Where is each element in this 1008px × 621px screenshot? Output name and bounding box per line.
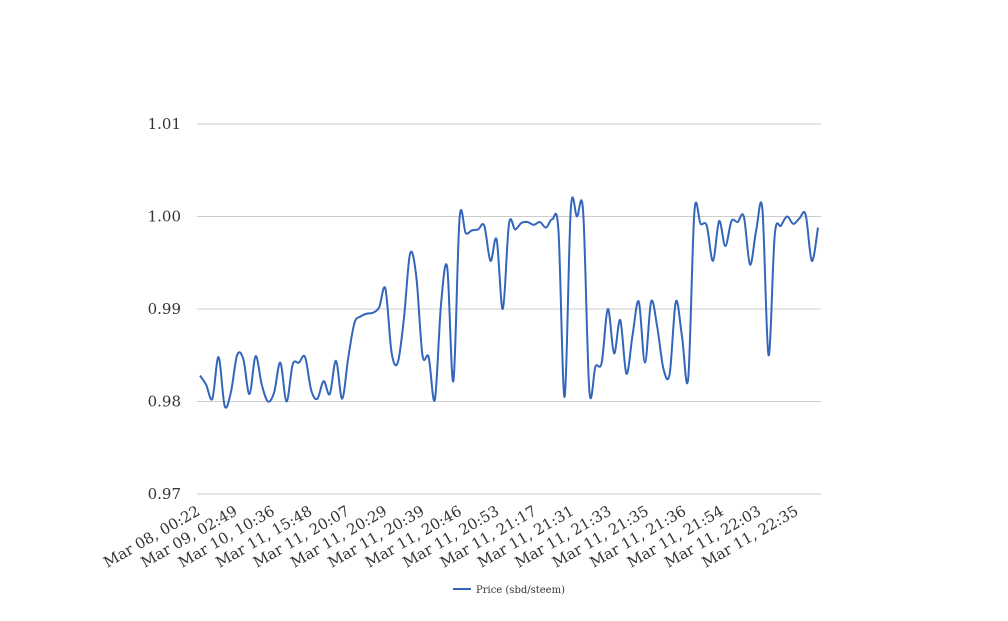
y-tick-label: 0.99 (148, 300, 181, 318)
y-axis-ticks: 0.97 0.98 0.99 1.00 1.01 (148, 115, 181, 503)
y-tick-label: 1.01 (148, 115, 181, 133)
legend: Price (sbd/steem) (453, 585, 565, 596)
series-line-price (199, 196, 819, 409)
gridlines (197, 123, 821, 495)
series-layer (199, 196, 819, 409)
legend-label: Price (sbd/steem) (476, 585, 565, 596)
y-tick-label: 0.97 (148, 485, 181, 503)
y-tick-label: 0.98 (148, 393, 181, 411)
y-tick-label: 1.00 (148, 208, 181, 226)
